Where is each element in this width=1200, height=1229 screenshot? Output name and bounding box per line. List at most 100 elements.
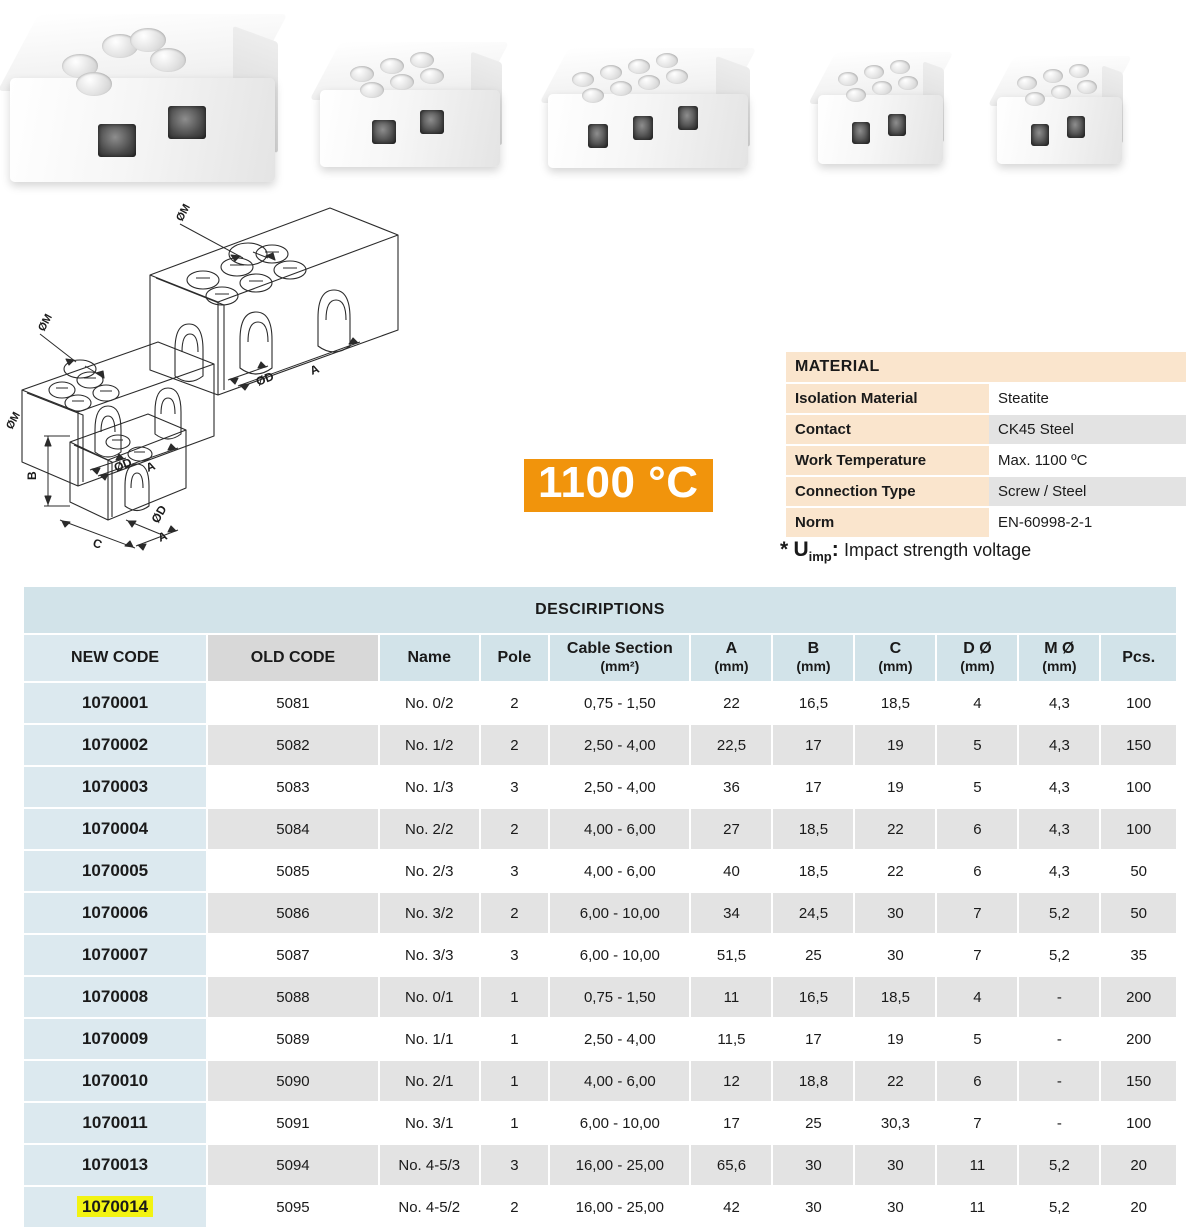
header-pcs: Pcs. bbox=[1099, 633, 1178, 683]
screw-hole bbox=[638, 75, 660, 90]
cell-cable-section: 6,00 - 10,00 bbox=[548, 1101, 692, 1145]
table-row: 1070011 5091 No. 3/1 1 6,00 - 10,00 17 25 30,3 7… bbox=[21, 1101, 1178, 1145]
cell-cable-section: 2,50 - 4,00 bbox=[548, 765, 692, 809]
cell-pole: 3 bbox=[478, 933, 551, 977]
cell-dim-b: 30 bbox=[771, 1185, 856, 1229]
cell-dim-m: 4,3 bbox=[1017, 807, 1102, 851]
dimension-a-medium bbox=[97, 443, 179, 481]
cell-name: No. 3/1 bbox=[377, 1101, 481, 1145]
screw-hole bbox=[572, 72, 594, 87]
screw-hole bbox=[360, 82, 384, 98]
screw-hole bbox=[666, 69, 688, 84]
cell-name: No. 0/2 bbox=[377, 681, 481, 725]
cell-old-code: 5095 bbox=[206, 1185, 380, 1229]
material-value-connection-type: Screw / Steel bbox=[989, 476, 1186, 507]
screw-hole bbox=[390, 74, 414, 90]
header-dim-d: D Ø (mm) bbox=[935, 633, 1020, 683]
material-table: MATERIAL Isolation Material Steatite Con… bbox=[786, 352, 1186, 539]
cell-cable-section: 16,00 - 25,00 bbox=[548, 1143, 692, 1187]
screw-hole bbox=[864, 65, 884, 79]
cell-pole: 2 bbox=[478, 723, 551, 767]
material-label-work-temperature: Work Temperature bbox=[786, 445, 989, 476]
cell-dim-m: 5,2 bbox=[1017, 1143, 1102, 1187]
cell-pcs: 35 bbox=[1099, 933, 1178, 977]
cell-dim-d: 5 bbox=[935, 723, 1020, 767]
table-row: 1070006 5086 No. 3/2 2 6,00 - 10,00 34 24,5 30 7… bbox=[21, 891, 1178, 935]
cell-old-code: 5094 bbox=[206, 1143, 380, 1187]
cell-dim-m: - bbox=[1017, 1059, 1102, 1103]
header-cable-section-unit: (mm²) bbox=[600, 658, 640, 674]
cell-dim-d: 6 bbox=[935, 1059, 1020, 1103]
technical-drawings: ØM ØM ØM ØD A ØD A B C A ØD bbox=[0, 190, 560, 580]
material-row: Norm EN-60998-2-1 bbox=[786, 507, 1186, 538]
cell-dim-a: 36 bbox=[689, 765, 774, 809]
cell-pole: 3 bbox=[478, 849, 551, 893]
cell-name: No. 2/3 bbox=[377, 849, 481, 893]
drawing-small-2pole bbox=[69, 413, 187, 521]
block-front-face bbox=[818, 94, 943, 164]
cell-pole: 2 bbox=[478, 681, 551, 725]
table-header-row: NEW CODE OLD CODE Name Pole Cable Sectio… bbox=[21, 633, 1178, 683]
header-dim-m: M Ø (mm) bbox=[1017, 633, 1102, 683]
screw-hole bbox=[76, 72, 112, 96]
cell-pole: 1 bbox=[478, 1101, 551, 1145]
cell-dim-d: 4 bbox=[935, 975, 1020, 1019]
cell-pcs: 100 bbox=[1099, 681, 1178, 725]
cell-new-code: 1070002 bbox=[21, 723, 209, 767]
label-dim-c-small: C bbox=[91, 536, 104, 552]
cell-dim-m: 4,3 bbox=[1017, 681, 1102, 725]
cell-new-code: 1070009 bbox=[21, 1017, 209, 1061]
table-row: 1070001 5081 No. 0/2 2 0,75 - 1,50 22 16,5 18,5… bbox=[21, 681, 1178, 725]
cell-pcs: 100 bbox=[1099, 765, 1178, 809]
cell-old-code: 5085 bbox=[206, 849, 380, 893]
cell-new-code: 1070013 bbox=[21, 1143, 209, 1187]
cell-new-code: 1070014 bbox=[21, 1185, 209, 1229]
cell-dim-c: 30,3 bbox=[853, 1101, 938, 1145]
cell-old-code: 5091 bbox=[206, 1101, 380, 1145]
cell-pole: 1 bbox=[478, 1059, 551, 1103]
header-new-code: NEW CODE bbox=[21, 633, 209, 683]
header-dim-a-label: A bbox=[725, 639, 738, 657]
cell-pole: 1 bbox=[478, 1017, 551, 1061]
cell-dim-c: 18,5 bbox=[853, 681, 938, 725]
cable-entry-port bbox=[678, 106, 698, 130]
header-dim-d-label: D Ø bbox=[963, 639, 992, 657]
screw-hole bbox=[846, 88, 866, 102]
cell-pcs: 200 bbox=[1099, 1017, 1178, 1061]
cell-old-code: 5082 bbox=[206, 723, 380, 767]
cell-pcs: 150 bbox=[1099, 723, 1178, 767]
label-dim-a-large: A bbox=[308, 361, 322, 377]
cell-dim-b: 17 bbox=[771, 1017, 856, 1061]
header-dim-c: C (mm) bbox=[853, 633, 938, 683]
material-title-row: MATERIAL bbox=[786, 352, 1186, 383]
cell-dim-c: 19 bbox=[853, 1017, 938, 1061]
material-value-contact: CK45 Steel bbox=[989, 414, 1186, 445]
screw-hole bbox=[582, 88, 604, 103]
header-dim-c-label: C bbox=[889, 639, 902, 657]
cell-dim-d: 11 bbox=[935, 1143, 1020, 1187]
cell-dim-a: 11 bbox=[689, 975, 774, 1019]
cell-dim-a: 22,5 bbox=[689, 723, 774, 767]
cell-old-code: 5089 bbox=[206, 1017, 380, 1061]
cell-new-code: 1070008 bbox=[21, 975, 209, 1019]
dimension-drawings-svg: ØM ØM ØM ØD A ØD A B C A ØD bbox=[4, 202, 399, 552]
product-photo-3 bbox=[539, 48, 757, 168]
cell-dim-b: 16,5 bbox=[771, 975, 856, 1019]
cell-dim-d: 6 bbox=[935, 849, 1020, 893]
cell-dim-a: 40 bbox=[689, 849, 774, 893]
header-dim-a: A (mm) bbox=[689, 633, 774, 683]
cell-dim-b: 17 bbox=[771, 723, 856, 767]
cell-dim-d: 7 bbox=[935, 933, 1020, 977]
table-body: 1070001 5081 No. 0/2 2 0,75 - 1,50 22 16,5 18,5… bbox=[21, 681, 1178, 1229]
cell-name: No. 3/3 bbox=[377, 933, 481, 977]
table-row: 1070005 5085 No. 2/3 3 4,00 - 6,00 40 18,5 22 6 4… bbox=[21, 849, 1178, 893]
cell-dim-a: 11,5 bbox=[689, 1017, 774, 1061]
table-row: 1070013 5094 No. 4-5/3 3 16,00 - 25,00 65,6 30… bbox=[21, 1143, 1178, 1187]
cell-dim-b: 18,5 bbox=[771, 807, 856, 851]
screw-hole bbox=[1077, 80, 1097, 94]
cell-pcs: 20 bbox=[1099, 1143, 1178, 1187]
highlighted-code: 1070014 bbox=[76, 1196, 154, 1217]
footnote-separator: : bbox=[831, 538, 839, 561]
cable-entry-port bbox=[168, 106, 206, 139]
cell-dim-d: 5 bbox=[935, 1017, 1020, 1061]
